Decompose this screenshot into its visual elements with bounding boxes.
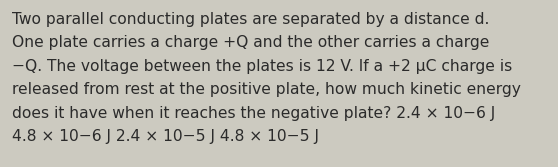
Text: released from rest at the positive plate, how much kinetic energy: released from rest at the positive plate…: [12, 82, 521, 98]
Text: 4.8 × 10−6 J 2.4 × 10−5 J 4.8 × 10−5 J: 4.8 × 10−6 J 2.4 × 10−5 J 4.8 × 10−5 J: [12, 129, 319, 144]
Text: One plate carries a charge +Q and the other carries a charge: One plate carries a charge +Q and the ot…: [12, 36, 489, 50]
Text: −Q. The voltage between the plates is 12 V. If a +2 μC charge is: −Q. The voltage between the plates is 12…: [12, 59, 512, 74]
Text: does it have when it reaches the negative plate? 2.4 × 10−6 J: does it have when it reaches the negativ…: [12, 106, 496, 121]
Text: Two parallel conducting plates are separated by a distance d.: Two parallel conducting plates are separ…: [12, 12, 489, 27]
